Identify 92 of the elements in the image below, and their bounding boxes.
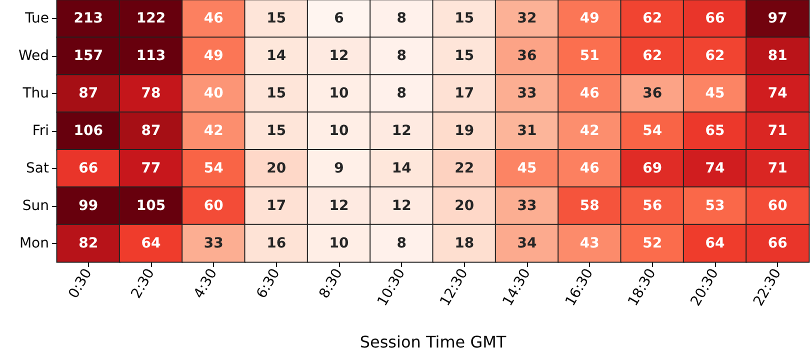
- y-tick-label: Mon: [19, 235, 49, 252]
- data-label: 60: [768, 198, 788, 214]
- data-label: 87: [141, 123, 161, 139]
- data-label: 18: [454, 235, 474, 252]
- y-tick-label: Sat: [26, 160, 50, 176]
- data-label: 22: [454, 160, 474, 176]
- data-label: 106: [74, 123, 103, 139]
- data-label: 32: [517, 10, 537, 27]
- data-label: 64: [705, 235, 725, 252]
- data-label: 12: [392, 123, 412, 139]
- data-label: 20: [454, 198, 474, 214]
- data-label: 14: [392, 160, 412, 176]
- data-label: 77: [141, 160, 161, 176]
- data-label: 122: [136, 10, 166, 27]
- data-label: 52: [642, 235, 662, 252]
- data-label: 36: [642, 86, 662, 102]
- data-label: 113: [136, 48, 166, 64]
- data-label: 6: [334, 10, 344, 27]
- data-label: 9: [334, 160, 344, 176]
- data-label: 10: [329, 235, 349, 252]
- data-label: 12: [329, 198, 349, 214]
- data-label: 56: [642, 198, 662, 214]
- data-label: 40: [204, 86, 224, 102]
- data-label: 54: [204, 160, 224, 176]
- data-label: 62: [642, 10, 662, 27]
- data-label: 17: [454, 86, 474, 102]
- data-label: 12: [392, 198, 412, 214]
- data-label: 74: [705, 160, 725, 176]
- data-label: 51: [580, 48, 600, 64]
- data-label: 65: [705, 123, 725, 139]
- data-label: 8: [396, 235, 407, 252]
- data-label: 15: [454, 48, 474, 64]
- data-label: 12: [329, 48, 349, 64]
- data-label: 8: [396, 10, 407, 27]
- data-label: 157: [74, 48, 103, 64]
- data-label: 213: [74, 10, 103, 27]
- data-label: 64: [141, 235, 161, 252]
- data-label: 45: [517, 160, 537, 176]
- data-label: 42: [580, 123, 600, 139]
- data-label: 10: [329, 123, 349, 139]
- data-label: 14: [266, 48, 286, 64]
- y-tick-label: Sun: [22, 198, 49, 214]
- data-label: 58: [580, 198, 600, 214]
- data-label: 8: [396, 86, 407, 102]
- y-tick-label: Fri: [32, 123, 49, 139]
- data-label: 33: [204, 235, 224, 252]
- data-label: 78: [141, 86, 161, 102]
- data-label: 105: [136, 198, 166, 214]
- data-label: 82: [78, 235, 98, 252]
- data-label: 71: [768, 160, 788, 176]
- data-label: 46: [580, 86, 600, 102]
- data-label: 15: [454, 10, 474, 27]
- data-label: 15: [266, 123, 286, 139]
- x-axis-title: Session Time GMT: [360, 332, 506, 352]
- data-label: 54: [642, 123, 662, 139]
- data-label: 62: [642, 48, 662, 64]
- data-label: 99: [78, 198, 98, 214]
- data-label: 19: [454, 123, 474, 139]
- y-tick-label: Tue: [24, 10, 49, 27]
- data-label: 34: [517, 235, 537, 252]
- data-label: 49: [580, 10, 600, 27]
- data-label: 66: [78, 160, 98, 176]
- y-tick-label: Wed: [18, 48, 49, 64]
- data-label: 33: [517, 198, 537, 214]
- data-label: 46: [580, 160, 600, 176]
- data-label: 45: [705, 86, 725, 102]
- data-label: 66: [705, 10, 725, 27]
- data-label: 33: [517, 86, 537, 102]
- data-label: 97: [768, 10, 788, 27]
- data-label: 62: [705, 48, 725, 64]
- data-label: 87: [78, 86, 98, 102]
- data-label: 60: [204, 198, 224, 214]
- data-label: 15: [266, 10, 286, 27]
- data-label: 81: [768, 48, 788, 64]
- data-label: 74: [768, 86, 788, 102]
- data-label: 42: [204, 123, 224, 139]
- data-label: 20: [266, 160, 286, 176]
- data-label: 53: [705, 198, 725, 214]
- data-label: 16: [266, 235, 286, 252]
- data-label: 36: [517, 48, 537, 64]
- data-label: 10: [329, 86, 349, 102]
- data-label: 43: [580, 235, 600, 252]
- data-label: 46: [204, 10, 224, 27]
- data-label: 31: [517, 123, 537, 139]
- data-label: 66: [768, 235, 788, 252]
- data-label: 49: [204, 48, 224, 64]
- data-label: 8: [396, 48, 407, 64]
- data-label: 69: [642, 160, 662, 176]
- data-label: 17: [266, 198, 286, 214]
- data-label: 15: [266, 86, 286, 102]
- y-tick-label: Thu: [22, 86, 49, 102]
- data-label: 71: [768, 123, 788, 139]
